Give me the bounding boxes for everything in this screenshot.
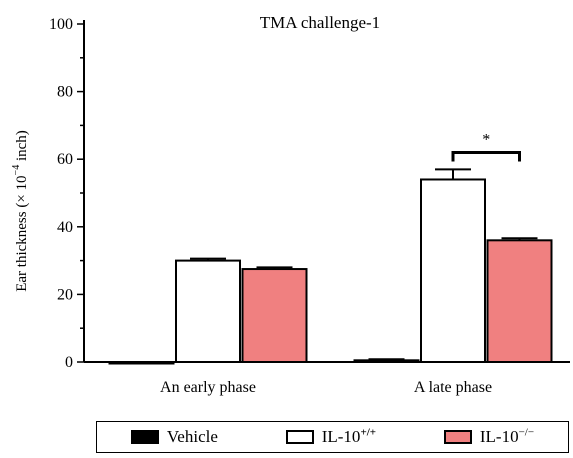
legend-label-il10-ko: IL-10−/− xyxy=(480,427,534,447)
y-tick-label: 0 xyxy=(65,354,73,371)
y-axis-label-main: Ear thickness ( xyxy=(14,203,30,292)
bar-il-10--2 xyxy=(486,239,553,364)
y-tick-label: 80 xyxy=(57,84,73,101)
legend-label-il10-wt-base: IL-10 xyxy=(321,427,361,446)
significance-bracket xyxy=(451,150,521,162)
y-axis-label-exp: −4 xyxy=(11,165,22,176)
legend-item-il10-ko: IL-10−/− xyxy=(443,427,534,447)
legend-label-il10-wt: IL-10+/+ xyxy=(322,427,376,447)
legend-label-il10-ko-base: IL-10 xyxy=(479,427,519,446)
y-axis-label-base: 10 xyxy=(14,175,30,194)
x-category-label: An early phase xyxy=(160,379,256,396)
y-tick-label: 20 xyxy=(57,286,73,303)
bar-il-10--2 xyxy=(420,178,486,363)
chart-title: TMA challenge-1 xyxy=(260,13,380,32)
legend-swatch-il10-wt xyxy=(285,430,314,444)
bar-vehicle-1 xyxy=(108,361,175,365)
y-tick-label: 60 xyxy=(57,151,73,168)
y-axis-label-times: × xyxy=(14,194,30,202)
legend: Vehicle IL-10+/+ IL-10−/− xyxy=(96,421,569,453)
legend-label-vehicle: Vehicle xyxy=(166,427,218,446)
legend-label-il10-ko-sup: −/− xyxy=(518,426,535,439)
y-axis-label-unit: inch) xyxy=(14,130,30,165)
significance-marker: * xyxy=(482,131,490,148)
legend-item-il10-wt: IL-10+/+ xyxy=(285,427,376,447)
x-category-label: A late phase xyxy=(414,379,492,396)
bar-il-10--1 xyxy=(241,268,308,363)
legend-label-il10-wt-sup: +/+ xyxy=(360,426,377,439)
bar-il-10--1 xyxy=(175,259,241,364)
legend-item-vehicle: Vehicle xyxy=(130,427,218,447)
legend-swatch-vehicle xyxy=(130,430,159,444)
bar-vehicle-2 xyxy=(353,359,420,363)
y-tick-label: 40 xyxy=(57,219,73,236)
legend-swatch-il10-ko xyxy=(443,430,472,444)
bar-chart: TMA challenge-1 Ear thickness (× 10−4 in… xyxy=(11,13,570,396)
y-axis-label: Ear thickness (× 10−4 inch) xyxy=(11,130,30,292)
y-tick-label: 100 xyxy=(49,16,73,33)
